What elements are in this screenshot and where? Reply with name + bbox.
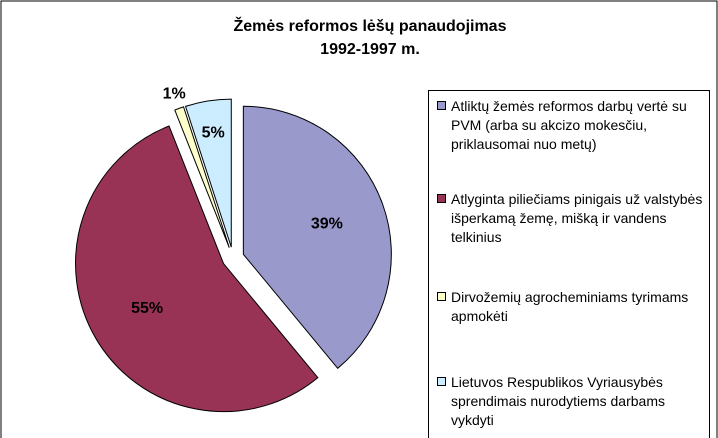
data-label: 1% bbox=[163, 86, 186, 103]
chart-title: Žemės reformos lėšų panaudojimas bbox=[234, 16, 507, 35]
legend-label: Lietuvos Respublikos Vyriausybės sprendi… bbox=[451, 374, 665, 428]
legend-entry: Atliktų žemės reformos darbų vertė su PV… bbox=[437, 97, 707, 154]
data-label: 5% bbox=[202, 124, 225, 141]
legend-label: Dirvožemių agrocheminiams tyrimams apmok… bbox=[451, 289, 689, 324]
data-label: 39% bbox=[311, 215, 343, 232]
legend-entry: Dirvožemių agrocheminiams tyrimams apmok… bbox=[437, 288, 707, 326]
legend-entry: Lietuvos Respublikos Vyriausybės sprendi… bbox=[437, 373, 707, 430]
legend-swatch bbox=[437, 194, 446, 203]
legend-swatch bbox=[437, 377, 446, 386]
legend: Atliktų žemės reformos darbų vertė su PV… bbox=[428, 90, 710, 438]
pie-slice bbox=[174, 106, 230, 248]
pie-slice bbox=[184, 98, 232, 248]
chart-title: 1992-1997 m. bbox=[320, 41, 420, 58]
legend-swatch bbox=[437, 101, 446, 110]
legend-swatch bbox=[437, 292, 446, 301]
legend-label: Atliktų žemės reformos darbų vertė su PV… bbox=[451, 98, 687, 152]
legend-entry: Atlyginta piliečiams pinigais už valstyb… bbox=[437, 190, 707, 247]
data-label: 55% bbox=[131, 300, 163, 317]
legend-label: Atlyginta piliečiams pinigais už valstyb… bbox=[451, 191, 703, 245]
pie-slice bbox=[242, 105, 392, 370]
pie-slice bbox=[75, 125, 319, 413]
